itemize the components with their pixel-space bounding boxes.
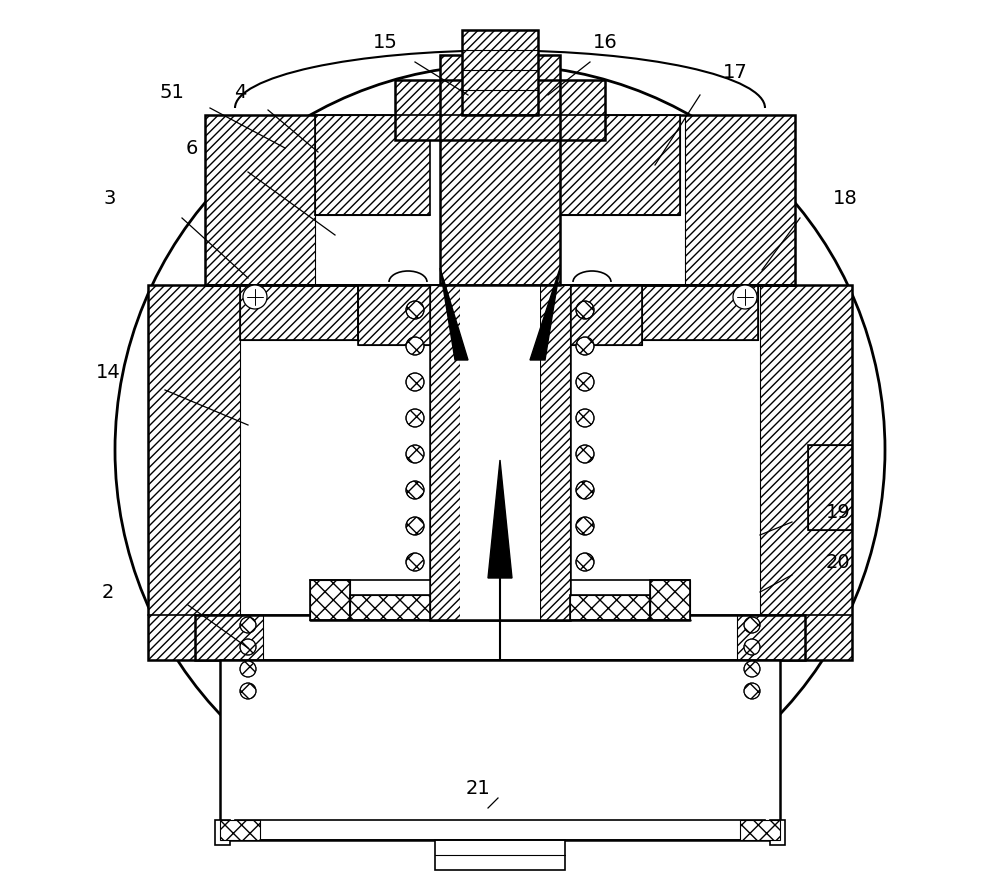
Bar — [640, 285, 758, 340]
Text: 19: 19 — [826, 502, 850, 522]
Polygon shape — [530, 268, 560, 360]
Bar — [640, 285, 758, 340]
Text: 16: 16 — [593, 33, 617, 52]
Circle shape — [744, 639, 760, 655]
Text: 21: 21 — [466, 779, 490, 797]
Bar — [740, 820, 780, 840]
Bar — [240, 285, 358, 340]
Circle shape — [406, 517, 424, 535]
Bar — [650, 580, 690, 620]
Circle shape — [576, 481, 594, 499]
Circle shape — [240, 683, 256, 699]
Bar — [358, 285, 446, 345]
Circle shape — [733, 285, 757, 309]
Bar — [148, 285, 852, 660]
Bar — [195, 615, 805, 660]
Circle shape — [406, 373, 424, 391]
Bar — [350, 595, 430, 620]
Bar — [240, 285, 358, 340]
Bar — [235, 820, 765, 840]
Bar — [430, 115, 555, 285]
Polygon shape — [488, 460, 512, 578]
Bar — [315, 115, 430, 215]
Circle shape — [576, 553, 594, 571]
Circle shape — [406, 409, 424, 427]
Bar — [650, 580, 690, 620]
Circle shape — [243, 285, 267, 309]
Bar — [555, 115, 680, 215]
Bar — [395, 80, 605, 140]
Bar — [540, 285, 570, 620]
Bar — [315, 115, 430, 215]
Bar — [808, 445, 852, 530]
Bar — [205, 115, 315, 285]
Text: 18: 18 — [833, 188, 857, 208]
Circle shape — [240, 661, 256, 677]
Text: 51: 51 — [160, 83, 184, 101]
Bar — [555, 115, 680, 215]
Text: 6: 6 — [186, 138, 198, 158]
Bar — [808, 445, 852, 530]
Bar — [350, 595, 430, 620]
Circle shape — [744, 683, 760, 699]
Bar — [460, 285, 540, 620]
Bar — [737, 615, 805, 660]
Text: 15: 15 — [373, 33, 397, 52]
Circle shape — [576, 409, 594, 427]
Circle shape — [744, 661, 760, 677]
Bar — [430, 285, 460, 620]
Circle shape — [406, 301, 424, 319]
Text: 2: 2 — [102, 583, 114, 602]
Bar — [220, 660, 780, 840]
Bar — [760, 285, 852, 660]
Polygon shape — [440, 268, 468, 360]
Bar — [310, 580, 350, 620]
Text: 3: 3 — [104, 188, 116, 208]
Circle shape — [576, 445, 594, 463]
Circle shape — [576, 373, 594, 391]
Circle shape — [115, 65, 885, 835]
Bar — [440, 55, 560, 285]
Bar — [205, 115, 795, 285]
Circle shape — [406, 445, 424, 463]
Bar — [195, 615, 263, 660]
Circle shape — [576, 517, 594, 535]
Bar — [435, 840, 565, 870]
Circle shape — [576, 337, 594, 355]
Text: 4: 4 — [234, 83, 246, 101]
Circle shape — [406, 337, 424, 355]
Bar — [395, 80, 605, 140]
Bar — [148, 285, 240, 660]
Bar — [430, 285, 570, 620]
Bar — [462, 30, 538, 115]
Circle shape — [744, 617, 760, 633]
Circle shape — [240, 617, 256, 633]
Circle shape — [406, 481, 424, 499]
Bar — [570, 595, 650, 620]
Bar — [570, 595, 650, 620]
Bar — [215, 820, 230, 845]
Text: 17: 17 — [723, 62, 747, 82]
Bar — [685, 115, 795, 285]
Bar — [770, 820, 785, 845]
Bar — [358, 285, 642, 345]
Bar — [310, 580, 350, 620]
Bar — [554, 285, 642, 345]
Text: 14: 14 — [96, 363, 120, 382]
Circle shape — [576, 301, 594, 319]
Bar — [440, 55, 560, 285]
Bar — [462, 30, 538, 115]
Circle shape — [240, 639, 256, 655]
Text: 20: 20 — [826, 553, 850, 571]
Circle shape — [406, 553, 424, 571]
Bar — [220, 820, 260, 840]
